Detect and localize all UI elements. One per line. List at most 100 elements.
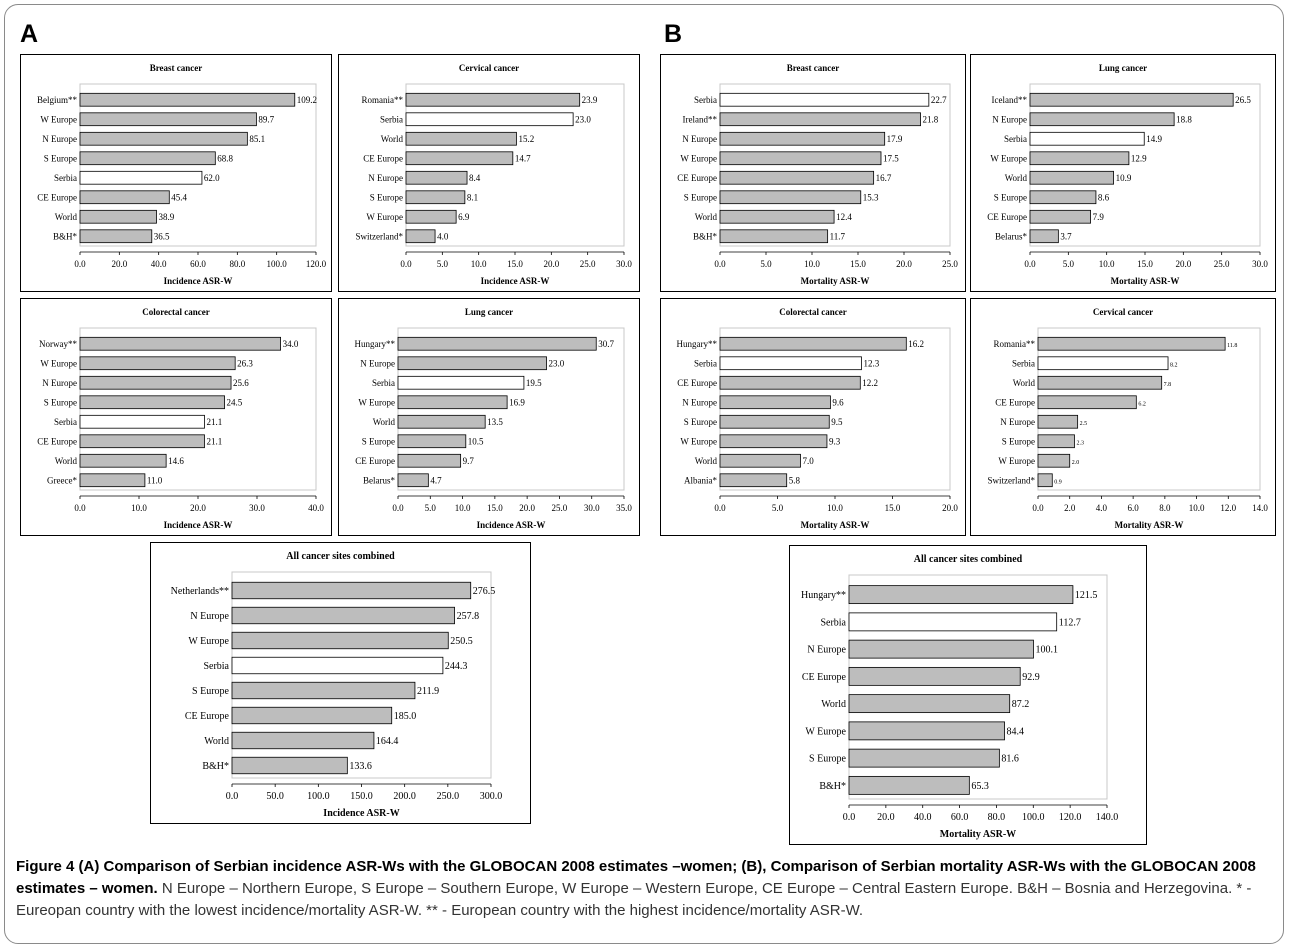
category-label: CE Europe [802, 672, 847, 683]
x-tick-label: 20.0 [190, 503, 206, 513]
value-label: 276.5 [473, 586, 496, 597]
x-tick-label: 10.0 [471, 259, 487, 269]
category-label: CE Europe [37, 192, 77, 202]
category-label: Serbia [694, 95, 717, 105]
x-tick-label: 0.0 [392, 503, 404, 513]
value-label: 45.4 [171, 192, 187, 202]
x-tick-label: 25.0 [580, 259, 596, 269]
category-label: CE Europe [677, 378, 717, 388]
chart-title: Colorectal cancer [779, 307, 847, 317]
category-label: Serbia [203, 661, 229, 672]
value-label: 109.2 [297, 95, 317, 105]
category-label: W Europe [990, 153, 1027, 163]
bar [231, 731, 375, 750]
value-label: 65.3 [971, 781, 989, 792]
value-label: 16.7 [876, 173, 892, 183]
chart-b-breast: Breast cancer Serbia 22.7 Ireland** 21.8 N Eu… [660, 54, 966, 292]
x-tick-label: 150.0 [350, 791, 373, 802]
x-tick-label: 10.0 [455, 503, 471, 513]
x-tick-label: 200.0 [393, 791, 416, 802]
value-label: 8.2 [1170, 362, 1178, 368]
category-label: World [695, 456, 718, 466]
bar [1029, 92, 1234, 107]
value-label: 15.2 [518, 134, 534, 144]
value-label: 36.5 [154, 231, 170, 241]
category-label: CE Europe [677, 173, 717, 183]
category-label: S Europe [684, 417, 717, 427]
bar [79, 434, 205, 449]
value-label: 7.0 [803, 456, 815, 466]
x-tick-label: 10.0 [827, 503, 843, 513]
value-label: 11.7 [830, 231, 846, 241]
bar [1029, 229, 1059, 244]
bar [719, 356, 862, 371]
value-label: 21.1 [206, 417, 222, 427]
category-label: World [1005, 173, 1028, 183]
x-tick-label: 120.0 [1059, 812, 1082, 823]
x-tick-label: 25.0 [552, 503, 568, 513]
chart-title: Colorectal cancer [142, 307, 210, 317]
value-label: 10.9 [1116, 173, 1132, 183]
bar [1029, 131, 1145, 146]
chart-b-all: All cancer sites combined Hungary** 121.5 S… [789, 545, 1147, 845]
value-label: 10.5 [468, 436, 484, 446]
value-label: 21.8 [923, 114, 939, 124]
category-label: N Europe [992, 114, 1027, 124]
value-label: 2.3 [1076, 440, 1084, 446]
bar [405, 92, 581, 107]
value-label: 9.3 [829, 436, 841, 446]
value-label: 16.2 [908, 339, 924, 349]
bar [405, 190, 466, 205]
value-label: 121.5 [1075, 590, 1098, 601]
x-tick-label: 35.0 [616, 503, 632, 513]
x-tick-label: 5.0 [1063, 259, 1075, 269]
x-axis-label: Mortality ASR-W [801, 520, 870, 530]
x-tick-label: 5.0 [425, 503, 437, 513]
value-label: 62.0 [204, 173, 220, 183]
value-label: 68.8 [217, 153, 233, 163]
x-tick-label: 14.0 [1252, 503, 1268, 513]
category-label: Hungary** [355, 339, 396, 349]
x-axis-label: Incidence ASR-W [477, 520, 546, 530]
value-label: 38.9 [159, 212, 175, 222]
x-tick-label: 5.0 [760, 259, 772, 269]
value-label: 21.1 [206, 436, 222, 446]
category-label: W Europe [998, 456, 1035, 466]
value-label: 112.7 [1059, 617, 1081, 628]
value-label: 12.2 [862, 378, 878, 388]
x-tick-label: 12.0 [1220, 503, 1236, 513]
bar [405, 229, 436, 244]
bar [231, 581, 472, 600]
category-label: N Europe [807, 645, 846, 656]
category-label: W Europe [188, 636, 229, 647]
x-tick-label: 0.0 [843, 812, 856, 823]
bar [231, 606, 455, 625]
category-label: B&H* [202, 761, 229, 772]
bar [79, 229, 153, 244]
bar [848, 639, 1034, 659]
panel-b-letter: B [664, 20, 683, 48]
bar [848, 775, 970, 795]
plot-area [848, 574, 1108, 800]
value-label: 8.6 [1098, 192, 1110, 202]
bar [719, 151, 882, 166]
value-label: 211.9 [417, 686, 439, 697]
value-label: 133.6 [349, 761, 372, 772]
bar [231, 656, 444, 675]
x-tick-label: 25.0 [942, 259, 958, 269]
x-tick-label: 120.0 [306, 259, 327, 269]
value-label: 14.7 [515, 153, 531, 163]
x-tick-label: 40.0 [151, 259, 167, 269]
bar [1029, 112, 1175, 127]
x-tick-label: 80.0 [229, 259, 245, 269]
category-label: Switzerland* [988, 475, 1036, 485]
category-label: Serbia [1012, 358, 1035, 368]
bar [719, 414, 830, 429]
chart-title: All cancer sites combined [914, 554, 1023, 565]
category-label: S Europe [684, 192, 717, 202]
bar [397, 414, 486, 429]
x-axis-label: Incidence ASR-W [323, 808, 399, 819]
category-label: CE Europe [355, 456, 395, 466]
value-label: 100.1 [1035, 645, 1058, 656]
bar [719, 453, 801, 468]
